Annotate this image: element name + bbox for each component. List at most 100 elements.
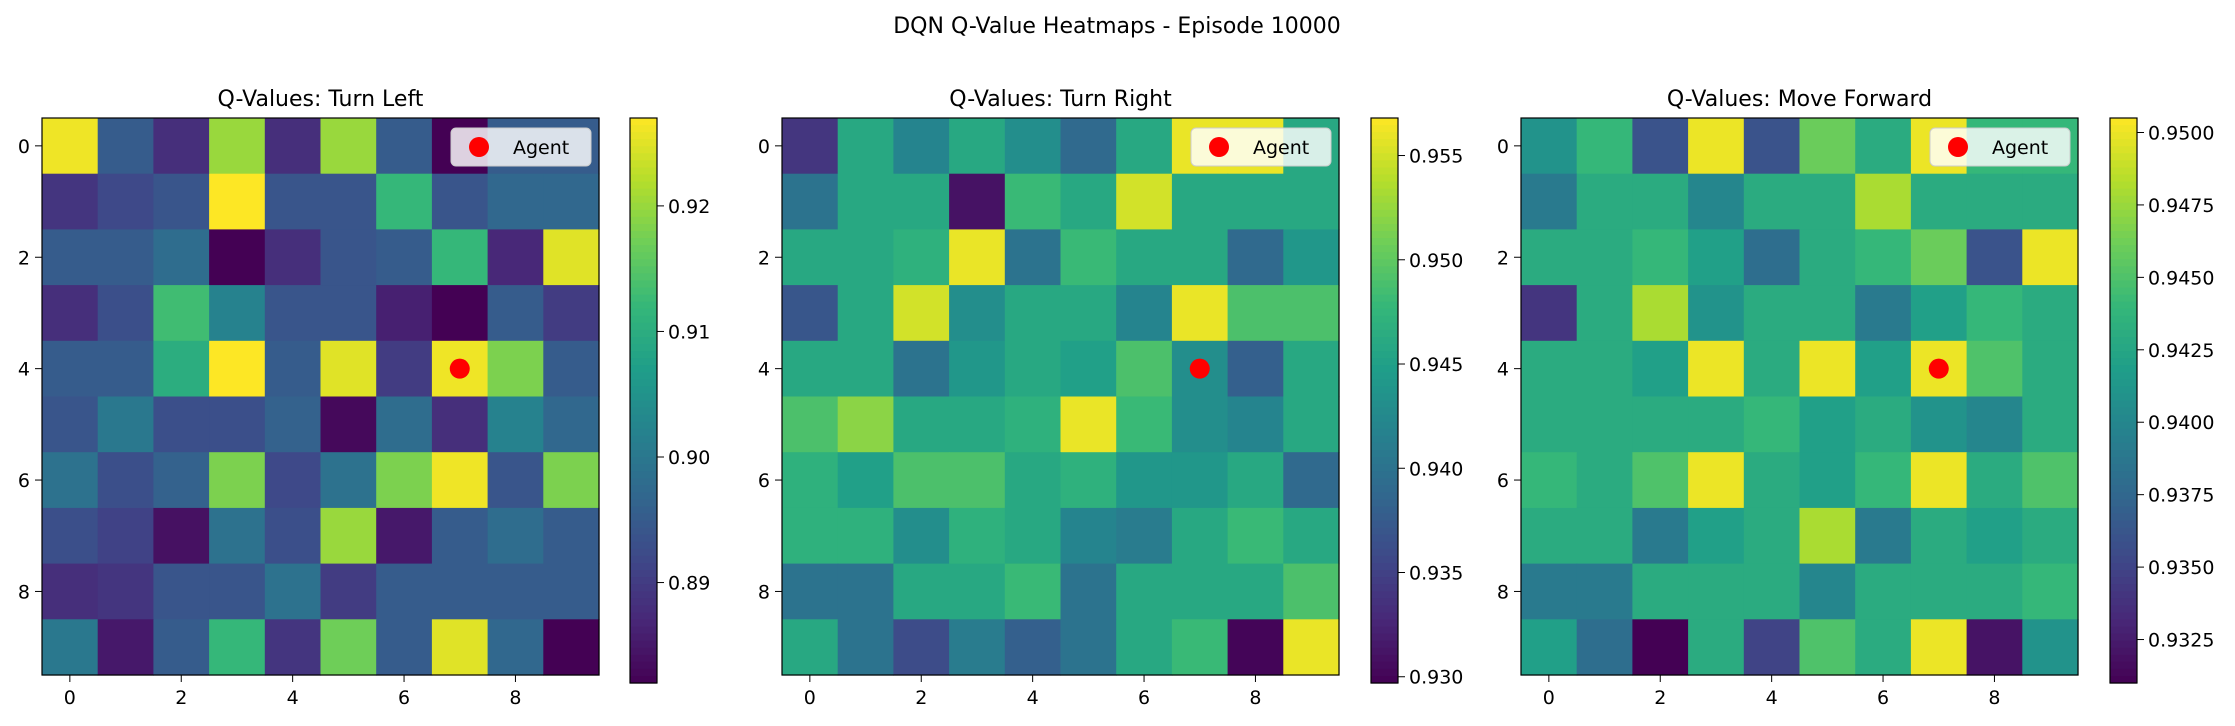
colorbar-segment — [1371, 322, 1398, 331]
colorbar-tick-label: 0.91 — [668, 321, 710, 343]
colorbar-segment — [1371, 308, 1398, 317]
colorbar-segment — [2110, 146, 2137, 154]
heatmap-cell — [209, 229, 266, 286]
heatmap-cell — [153, 173, 210, 230]
heatmap-cell — [209, 285, 266, 342]
colorbar-segment — [630, 584, 657, 592]
colorbar-segment — [2110, 619, 2137, 628]
heatmap-cell — [949, 285, 1006, 342]
colorbar-tick-label: 0.92 — [668, 196, 710, 218]
colorbar-segment — [630, 202, 657, 211]
colorbar-segment — [1371, 344, 1398, 352]
colorbar-segment — [1371, 584, 1398, 592]
colorbar-tick-label: 0.9375 — [2148, 485, 2214, 507]
heatmap-cell — [487, 173, 544, 230]
heatmap-cell — [1910, 173, 1968, 230]
colorbar-segment — [2110, 591, 2137, 599]
colorbar-segment — [2110, 125, 2137, 133]
heatmap-cell — [153, 563, 210, 620]
heatmap-cell — [42, 452, 99, 509]
heatmap-cell — [1521, 452, 1578, 509]
heatmap-cell — [1576, 396, 1633, 453]
heatmap-cell — [1227, 340, 1284, 398]
colorbar-segment — [2110, 449, 2137, 458]
heatmap-cell — [1060, 452, 1117, 509]
colorbar-segment — [630, 534, 657, 543]
colorbar-segment — [2110, 492, 2137, 500]
heatmap-cell — [1632, 507, 1689, 565]
heatmap-cell — [1966, 563, 2023, 620]
colorbar-segment — [630, 153, 657, 161]
colorbar-segment — [630, 188, 657, 197]
heatmap-cell — [893, 229, 950, 286]
colorbar-frame — [629, 117, 658, 684]
heatmap-cell — [837, 507, 894, 565]
y-tick-label: 0 — [758, 136, 770, 158]
colorbar-segment — [2110, 421, 2137, 430]
plot-frame — [1520, 117, 2079, 676]
heatmap-cell — [1688, 396, 1745, 453]
colorbar-segment — [2110, 506, 2137, 515]
heatmap-cell — [487, 619, 544, 676]
heatmap-cell — [1576, 563, 1633, 620]
colorbar-segment — [1371, 534, 1398, 543]
heatmap-cell — [782, 396, 839, 453]
heatmap-cell — [1855, 563, 1912, 620]
colorbar-segment — [630, 492, 657, 500]
colorbar-segment — [630, 520, 657, 529]
colorbar-segment — [630, 626, 657, 635]
heatmap-cell — [1060, 619, 1117, 676]
heatmap-cell — [431, 563, 489, 620]
heatmap-cell — [487, 396, 544, 453]
heatmap-cell — [1910, 563, 1968, 620]
heatmap-cell — [543, 229, 600, 286]
heatmap-cell — [1171, 507, 1229, 565]
colorbar-segment — [630, 181, 657, 190]
colorbar-segment — [2110, 633, 2137, 642]
colorbar-segment — [2110, 287, 2137, 296]
heatmap-cell — [431, 173, 489, 230]
heatmap-cell — [42, 619, 99, 676]
y-tick-label: 6 — [1497, 470, 1509, 492]
colorbar-segment — [630, 513, 657, 522]
heatmap-cell — [320, 285, 377, 342]
heatmap-cell — [1966, 285, 2023, 342]
heatmap-cell — [893, 118, 950, 175]
colorbar-segment — [1371, 612, 1398, 621]
heatmap-cell — [42, 118, 99, 175]
heatmap-cell — [782, 340, 839, 398]
colorbar-segment — [1371, 315, 1398, 324]
heatmap-cell — [320, 452, 377, 509]
heatmap-cell — [320, 340, 377, 398]
colorbar-segment — [1371, 329, 1398, 338]
colorbar-segment — [1371, 174, 1398, 183]
heatmap-cell — [2022, 619, 2079, 676]
heatmap-cell — [837, 396, 894, 453]
heatmap-cell — [376, 340, 433, 398]
heatmap-cell — [320, 118, 377, 175]
heatmap-cell — [949, 452, 1006, 509]
heatmap-cell — [376, 452, 433, 509]
heatmap-cell — [42, 507, 99, 565]
colorbar-segment — [2110, 329, 2137, 338]
heatmap-cell — [543, 396, 600, 453]
colorbar-segment — [2110, 414, 2137, 423]
heatmap-cell — [1855, 173, 1912, 230]
colorbar-segment — [630, 555, 657, 564]
x-tick-label: 4 — [1766, 687, 1778, 709]
colorbar-segment — [2110, 428, 2137, 437]
colorbar-segment — [1371, 661, 1398, 670]
colorbar-segment — [630, 245, 657, 253]
heatmap-cell — [837, 452, 894, 509]
heatmap-cell — [376, 285, 433, 342]
heatmap-cell — [487, 229, 544, 286]
heatmap-cell — [153, 340, 210, 398]
colorbar-segment — [1371, 633, 1398, 642]
x-tick-label: 8 — [1249, 687, 1261, 709]
heatmap-cell — [431, 452, 489, 509]
y-tick-label: 8 — [18, 581, 30, 603]
colorbar-segment — [2110, 294, 2137, 303]
colorbar-segment — [1371, 365, 1398, 373]
colorbar-segment — [2110, 442, 2137, 451]
